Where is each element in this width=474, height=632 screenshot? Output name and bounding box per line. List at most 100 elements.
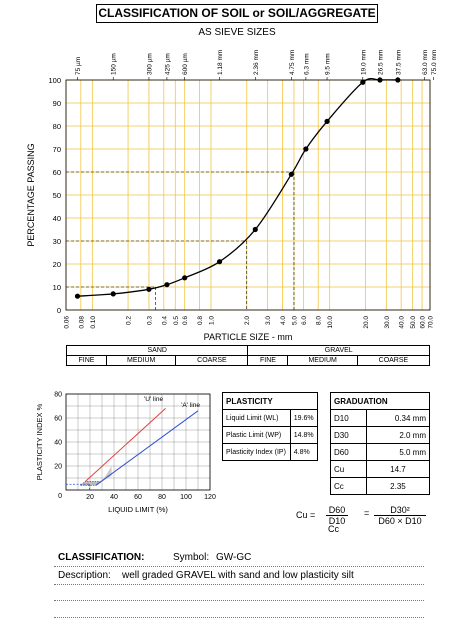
sieve-label: 37.5 mm: [395, 50, 402, 75]
description-value: well graded GRAVEL with sand and low pla…: [122, 570, 354, 581]
x-tick-label: 0.08: [78, 316, 85, 329]
pc-y-tick-label: 20: [54, 464, 62, 471]
cc-value: 2.35: [365, 477, 431, 495]
x-tick-label: 0.06: [64, 316, 71, 329]
sieve-label: 75.0 mm: [431, 50, 438, 75]
gravel-header: GRAVEL: [247, 345, 430, 356]
soil-class-table: SAND GRAVEL FINE MEDIUM COARSE FINE MEDI…: [65, 345, 431, 366]
y-tick-label: 50: [53, 191, 61, 200]
cc-formula-label: Cc: [328, 524, 339, 534]
plasticity-index-value: 4.8%: [289, 443, 319, 461]
cu-denominator: D10: [328, 516, 346, 526]
x-tick-label: 2.0: [244, 316, 251, 325]
x-axis-title: PARTICLE SIZE - mm: [204, 332, 293, 342]
gravel-fine: FINE: [247, 355, 289, 366]
sand-fine: FINE: [66, 355, 107, 366]
description-label: Description:: [58, 570, 111, 581]
pc-y-axis-title: PLASTICITY INDEX %: [35, 403, 44, 480]
u-line: [84, 408, 166, 482]
data-point: [252, 226, 258, 233]
data-point: [146, 286, 152, 292]
x-tick-label: 4.0: [280, 316, 287, 325]
y-tick-label: 40: [53, 214, 61, 223]
y-tick-label: 30: [53, 237, 61, 246]
u-line-label: 'U' line: [144, 396, 163, 403]
pc-x-axis-title: LIQUID LIMIT (%): [108, 505, 168, 514]
graduation-header: GRADUATION: [330, 392, 430, 410]
data-point: [377, 77, 383, 83]
sand-header: SAND: [65, 345, 249, 356]
plasticity-chart: 'U' line 'A' line 20 40 60 80 100 120 20 40 60 80 0 P…: [35, 392, 216, 515]
pc-x-tick-label: 40: [110, 494, 118, 501]
cc-denominator: D60 × D10: [378, 516, 422, 526]
x-tick-label: 10.0: [327, 316, 334, 329]
a-line: [95, 410, 199, 486]
d60-label: D60: [330, 443, 367, 461]
x-tick-label: 6.0: [301, 316, 308, 325]
y-tick-label: 90: [53, 99, 61, 108]
x-tick-label: 3.0: [265, 316, 272, 325]
plot-frame: [65, 79, 431, 311]
sieve-label: 1.18 mm: [217, 50, 224, 75]
d30-value: 2.0 mm: [365, 426, 431, 444]
cc-label: Cc: [330, 477, 367, 495]
data-point: [303, 146, 309, 152]
d60-value: 5.0 mm: [365, 443, 431, 461]
liquid-limit-value: 19.6%: [289, 409, 319, 427]
gravel-medium: MEDIUM: [287, 355, 358, 366]
plastic-limit-value: 14.8%: [289, 426, 319, 444]
plasticity-table: PLASTICITY Liquid Limit (WL) 19.6% Plasti…: [222, 392, 319, 461]
y-tick-label: 20: [53, 260, 61, 269]
cu-value: 14.7: [365, 460, 431, 478]
sieve-label: 2.36 mm: [253, 50, 260, 75]
pc-frame: [65, 393, 211, 491]
y-tick-label: 0: [57, 306, 61, 315]
grading-chart: 0.06 0.08 0.10 0.2 0.3 0.4 0.5 0.6 0.8 1.0 2.0 3.0 4…: [26, 50, 438, 342]
sand-medium: MEDIUM: [105, 355, 177, 366]
plasticity-index-label: Plasticity Index (IP): [222, 443, 291, 461]
data-point: [360, 79, 366, 85]
sieve-label: 75 µm: [75, 57, 82, 75]
sieve-label: 600 µm: [182, 53, 189, 75]
sieve-label: 425 µm: [164, 53, 171, 75]
pc-y-tick-label: 60: [54, 416, 62, 423]
pc-y-tick-label: 40: [54, 440, 62, 447]
data-point: [288, 171, 294, 177]
x-tick-label: 0.3: [146, 316, 153, 325]
x-tick-label: 30.0: [384, 316, 391, 329]
d30-label: D30: [330, 426, 367, 444]
sand-coarse: COARSE: [175, 355, 249, 366]
d10-value: 0.34 mm: [365, 409, 431, 427]
data-point: [74, 293, 81, 299]
pc-y-tick-zero: 0: [58, 493, 62, 500]
page-subtitle: AS SIEVE SIZES: [198, 27, 276, 38]
x-tick-label: 40.0: [399, 316, 406, 329]
cl-ml-zone: [79, 481, 103, 486]
a-line-label: 'A' line: [181, 402, 200, 409]
x-tick-label: 0.6: [182, 316, 189, 325]
y-tick-label: 80: [53, 122, 61, 131]
sieve-label: 150 µm: [111, 53, 118, 75]
pc-y-tick-label: 80: [54, 392, 62, 399]
symbol-label: Symbol:: [173, 552, 210, 563]
x-tick-label: 5.0: [291, 316, 298, 325]
sieve-label: 63.0 mm: [422, 50, 429, 75]
sieve-label: 26.5 mm: [377, 50, 384, 75]
cu-formula-label: Cu =: [296, 510, 316, 520]
x-tick-label: 0.4: [161, 316, 168, 325]
x-tick-label: 0.2: [126, 316, 133, 325]
sieve-label: 4.75 mm: [289, 50, 296, 75]
pc-x-tick-label: 120: [204, 494, 216, 501]
sieve-label: 300 µm: [146, 53, 153, 75]
data-point: [110, 291, 116, 297]
d10-label: D10: [330, 409, 367, 427]
x-tick-label: 50.0: [410, 316, 417, 329]
y-axis-title: PERCENTAGE PASSING: [26, 143, 36, 246]
x-tick-label: 8.0: [316, 316, 323, 325]
data-point: [164, 282, 170, 288]
gravel-coarse: COARSE: [356, 355, 431, 366]
y-tick-label: 100: [48, 76, 61, 85]
sieve-label: 9.5 mm: [325, 53, 332, 75]
data-point: [324, 118, 330, 124]
pc-x-tick-label: 100: [180, 494, 192, 501]
